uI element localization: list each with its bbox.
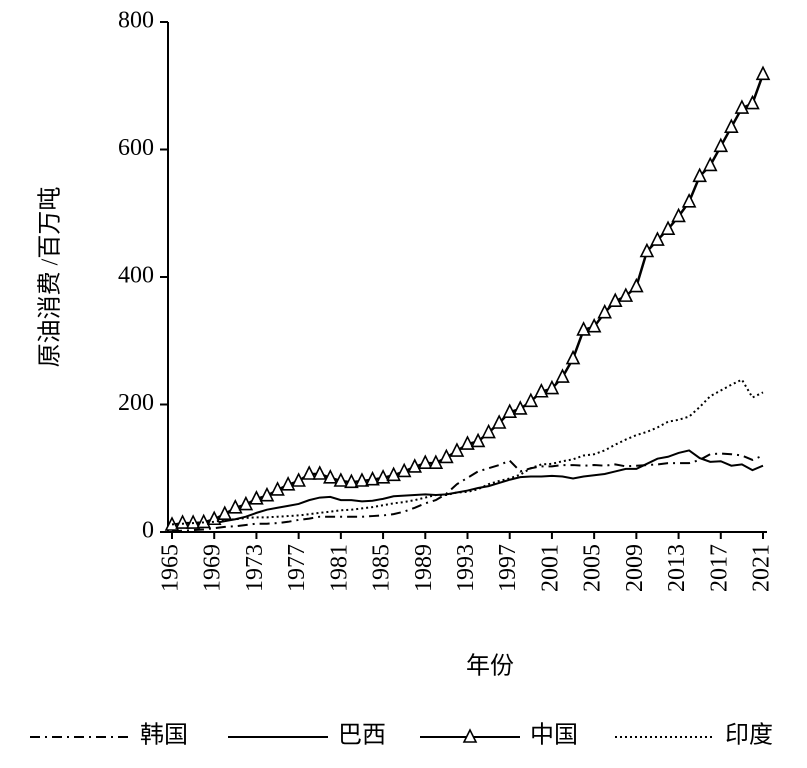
point-marker (460, 435, 475, 450)
y-tick-label: 200 (118, 390, 154, 416)
series-line (171, 452, 764, 533)
y-tick-label: 400 (118, 263, 154, 289)
point-marker (175, 514, 190, 529)
legend-label: 韩国 (140, 722, 188, 749)
point-marker (333, 472, 349, 487)
legend-label: 中国 (530, 722, 578, 749)
point-marker (734, 99, 750, 114)
series-line (171, 73, 765, 527)
point-marker (291, 472, 306, 487)
x-tick-label: 1969 (200, 544, 226, 592)
point-marker (375, 469, 391, 484)
point-marker (618, 287, 634, 302)
point-marker (417, 454, 433, 469)
point-marker (555, 368, 570, 383)
point-marker (217, 505, 233, 520)
point-marker (386, 466, 401, 482)
x-tick-label: 1981 (326, 544, 352, 592)
point-marker (502, 403, 518, 418)
point-marker (249, 490, 264, 505)
x-tick-label: 2001 (537, 544, 563, 592)
point-marker (534, 382, 549, 398)
point-marker (407, 458, 423, 473)
point-marker (396, 462, 412, 478)
point-marker (650, 231, 665, 246)
point-marker (312, 465, 328, 480)
x-tick-label: 1965 (158, 544, 184, 592)
point-marker (228, 498, 243, 514)
legend-label: 印度 (725, 722, 773, 749)
x-tick-label: 1997 (495, 544, 521, 592)
point-marker (439, 448, 454, 464)
point-marker (323, 469, 338, 484)
point-marker (639, 242, 655, 258)
y-tick-label: 800 (118, 8, 154, 34)
y-axis-label: 原油消费 /百万吨 (37, 187, 64, 368)
series-line (171, 449, 764, 528)
x-tick-label: 1985 (369, 544, 395, 592)
x-axis-label: 年份 (466, 653, 514, 680)
x-tick-label: 1973 (242, 544, 268, 592)
point-marker (481, 423, 496, 439)
point-marker (259, 486, 275, 502)
point-marker (428, 454, 444, 469)
point-marker (713, 137, 729, 153)
point-marker (681, 192, 697, 208)
point-marker (470, 432, 486, 448)
point-marker (724, 118, 739, 133)
point-marker (523, 392, 539, 408)
x-tick-label: 1977 (284, 544, 310, 592)
y-tick-label: 0 (142, 518, 154, 544)
point-marker (671, 207, 686, 223)
point-marker (565, 349, 581, 365)
x-tick-label: 1989 (411, 544, 437, 592)
point-marker (512, 400, 528, 415)
point-marker (354, 472, 370, 487)
point-marker (238, 495, 254, 511)
point-marker (365, 470, 380, 486)
point-marker (270, 481, 285, 496)
x-tick-label: 2005 (580, 544, 606, 592)
y-tick-label: 600 (118, 135, 154, 161)
point-marker (745, 94, 760, 110)
point-marker (702, 156, 718, 172)
point-marker (576, 321, 591, 336)
legend-label: 巴西 (338, 723, 386, 749)
point-marker (586, 317, 602, 333)
point-marker (280, 476, 296, 491)
point-marker (449, 442, 465, 457)
x-tick-label: 2021 (749, 544, 775, 592)
point-marker (544, 379, 560, 395)
x-tick-label: 2013 (664, 544, 690, 592)
point-marker (660, 220, 676, 235)
x-tick-label: 2009 (622, 544, 648, 592)
point-marker (301, 465, 317, 480)
x-tick-label: 2017 (706, 544, 732, 592)
point-marker (597, 303, 612, 319)
point-marker (344, 473, 359, 489)
point-marker (607, 292, 623, 308)
point-marker (692, 167, 707, 183)
point-marker (629, 277, 644, 293)
x-tick-label: 1993 (453, 544, 479, 592)
point-marker (491, 414, 507, 429)
point-marker (755, 65, 771, 81)
legend-marker (462, 728, 478, 743)
